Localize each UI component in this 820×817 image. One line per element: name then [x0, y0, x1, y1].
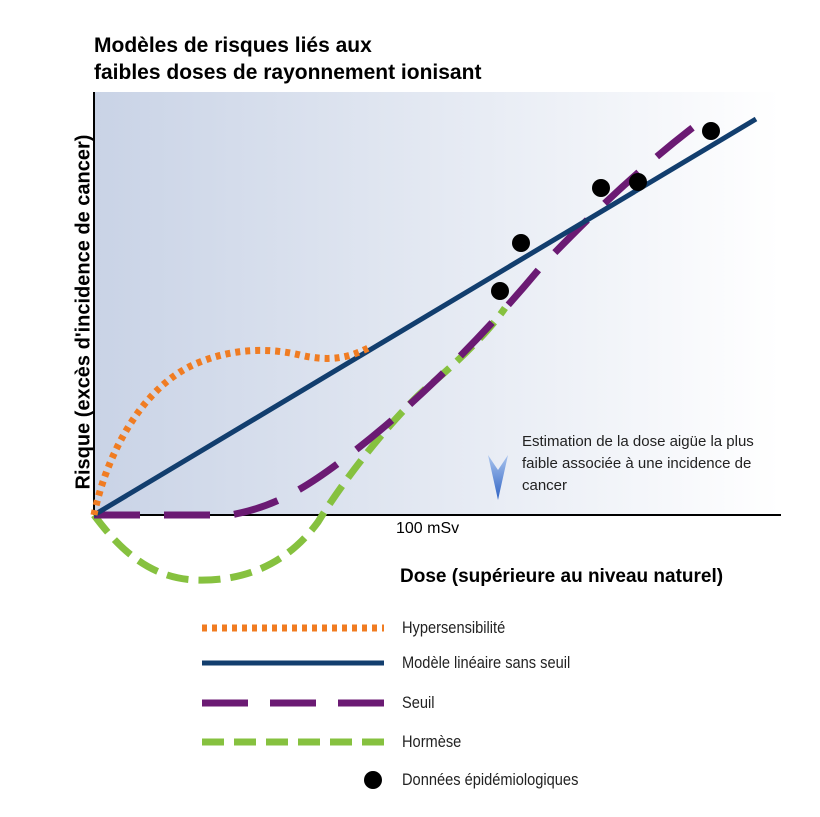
legend-swatches — [202, 624, 384, 789]
legend-swatch-donnees — [364, 771, 382, 789]
x-axis-label: Dose (supérieure au niveau naturel) — [400, 566, 724, 587]
legend-label: Hypersensibilité — [402, 618, 506, 637]
chart-title: Modèles de risques liés aux faibles dose… — [94, 32, 614, 86]
legend-label: Seuil — [402, 693, 435, 712]
annotation-arrow-icon — [488, 455, 508, 500]
data-point — [512, 234, 530, 252]
data-point — [702, 122, 720, 140]
series-hypersensibilite — [90, 342, 374, 516]
series-seuil — [94, 119, 703, 519]
plot-background — [94, 92, 780, 514]
legend-label: Modèle linéaire sans seuil — [402, 653, 571, 672]
series-hormese — [91, 306, 508, 584]
data-point — [592, 179, 610, 197]
data-point — [629, 173, 647, 191]
y-axis-label: Risque (excès d'incidence de cancer) — [72, 134, 95, 490]
annotation-text: Estimation de la dose aigüe la plus faib… — [522, 433, 754, 494]
legend-label: Hormèse — [402, 732, 462, 751]
legend-label: Données épidémiologiques — [402, 770, 579, 789]
data-point — [491, 282, 509, 300]
chart-title-line-2: faibles doses de rayonnement ionisant — [94, 61, 482, 84]
chart-title-line-1: Modèles de risques liés aux — [94, 34, 372, 57]
x-tick-label: 100 mSv — [396, 520, 460, 537]
epidemiological-points — [491, 122, 720, 300]
